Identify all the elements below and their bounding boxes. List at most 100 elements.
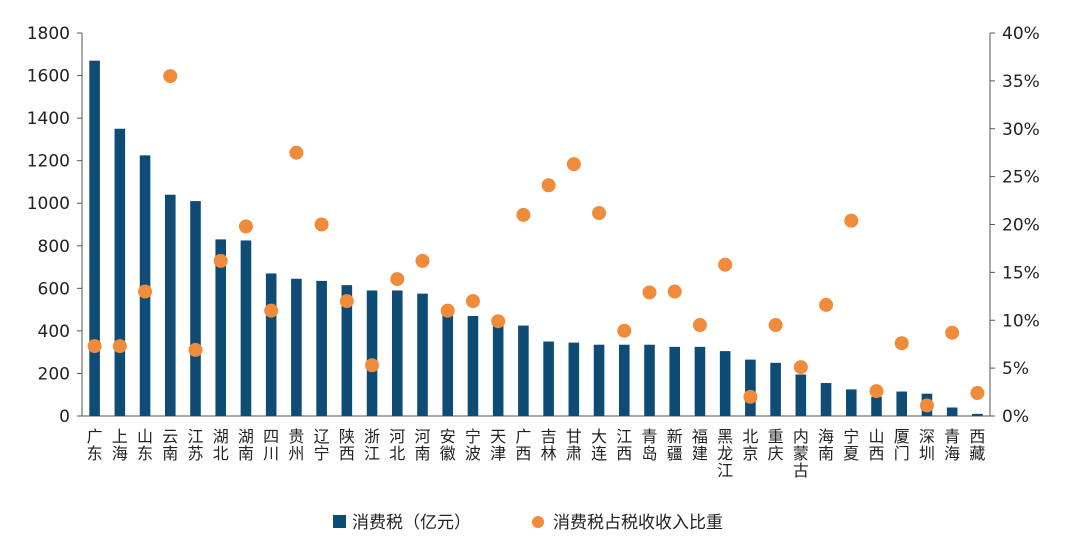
scatter-point (768, 318, 783, 333)
category-label-text: 甘肃 (566, 427, 582, 463)
category-label-text: 青岛 (641, 427, 657, 463)
y-right-tick-label: 10% (1002, 311, 1040, 331)
bar (341, 285, 353, 416)
scatter-point (163, 69, 178, 84)
category-label-text: 江西 (616, 427, 632, 463)
category-label-text: 青海 (944, 427, 960, 463)
category-label-text: 云南 (162, 427, 178, 463)
scatter-point (440, 303, 455, 318)
axes (77, 32, 995, 417)
category-label-text: 黑龙江 (717, 427, 733, 480)
category-label-text: 厦门 (894, 427, 910, 463)
category-label: 江苏 (187, 427, 203, 463)
y-right-tick-label: 15% (1002, 263, 1040, 283)
bar (366, 290, 378, 416)
category-label-text: 河南 (414, 427, 430, 463)
scatter-point (289, 145, 304, 160)
category-label-text: 四川 (263, 427, 279, 463)
scatter-point (188, 342, 203, 357)
legend-swatch-bar (333, 515, 346, 528)
category-label-text: 山西 (868, 427, 884, 463)
bar (240, 240, 252, 416)
bar (391, 290, 403, 416)
category-label: 云南 (162, 427, 178, 463)
scatter-point (365, 358, 380, 373)
category-label: 上海 (112, 427, 128, 463)
bar (291, 278, 302, 416)
category-label: 江西 (616, 427, 632, 463)
y-right-tick-label: 30% (1002, 120, 1040, 140)
scatter-point (390, 272, 405, 287)
category-label-text: 重庆 (768, 427, 784, 463)
category-label-text: 山东 (137, 427, 153, 463)
category-label: 海南 (818, 427, 834, 463)
bar (467, 315, 479, 416)
legend: 消费税（亿元） 消费税占税收收入比重 (333, 513, 723, 533)
bar (89, 60, 100, 417)
category-label: 贵州 (288, 427, 304, 463)
scatter-point (945, 325, 960, 340)
y-right-tick-label: 20% (1002, 216, 1040, 236)
scatter-point (465, 294, 480, 309)
category-label-text: 上海 (112, 427, 128, 463)
category-label: 深圳 (919, 427, 935, 463)
scatter-point (894, 336, 909, 351)
scatter-point (743, 389, 758, 404)
category-label: 河北 (389, 427, 405, 463)
category-label-text: 广东 (87, 427, 103, 463)
scatter-point (970, 386, 985, 401)
y-left-tick-label: 200 (38, 364, 70, 384)
bar (518, 325, 529, 416)
scatter-point (819, 297, 834, 312)
scatter-point (516, 207, 531, 222)
bar (694, 346, 706, 416)
scatter-point (919, 398, 934, 413)
category-label: 福建 (692, 427, 708, 463)
y-left-tick-label: 1000 (27, 194, 70, 214)
category-label: 宁夏 (843, 427, 859, 463)
scatter-point (692, 318, 707, 333)
category-labels: 广东上海山东云南江苏湖北湖南四川贵州辽宁陕西浙江河北河南安徽宁波天津广西吉林甘肃… (87, 427, 986, 480)
scatter-point (642, 285, 657, 300)
bar (265, 273, 277, 416)
category-label: 陕西 (339, 427, 355, 463)
bar (820, 383, 832, 416)
category-label-text: 吉林 (541, 427, 557, 463)
category-label-text: 浙江 (364, 427, 380, 463)
category-label: 青海 (944, 427, 960, 463)
bar (896, 391, 908, 416)
bar (593, 344, 605, 416)
y-left-tick-label: 800 (38, 237, 70, 257)
scatter-point (314, 217, 329, 232)
category-label: 大连 (591, 427, 607, 463)
y-left-tick-label: 1200 (27, 152, 70, 172)
category-label-text: 深圳 (919, 427, 935, 463)
bar (644, 344, 655, 416)
category-label: 湖南 (238, 427, 254, 463)
tick-labels: 0 200 400 600 800 1000 1200 1400 1600 1800 0% 5% 10%… (27, 24, 1040, 427)
y-left-tick-label: 1800 (27, 24, 70, 44)
scatter-point (339, 294, 354, 309)
bar (190, 201, 201, 416)
bar (845, 389, 857, 416)
category-label-text: 大连 (591, 427, 607, 463)
category-label-text: 安徽 (440, 427, 456, 463)
bar (770, 362, 781, 416)
category-label: 吉林 (541, 427, 557, 463)
scatter-point (415, 253, 430, 268)
bar (215, 239, 227, 416)
bar (972, 413, 983, 416)
y-left-tick-label: 600 (38, 279, 70, 299)
scatter-point (566, 157, 581, 172)
legend-swatch-dot (532, 516, 544, 528)
scatter-point (844, 213, 859, 228)
category-label: 四川 (263, 427, 279, 463)
bar-series (89, 60, 983, 417)
y-right-tick-label: 5% (1002, 359, 1029, 379)
scatter-point (491, 314, 506, 329)
category-label: 甘肃 (566, 427, 582, 463)
bar (164, 194, 176, 416)
category-label-text: 海南 (818, 427, 834, 463)
category-label-text: 湖北 (213, 427, 229, 463)
scatter-point (592, 206, 607, 221)
